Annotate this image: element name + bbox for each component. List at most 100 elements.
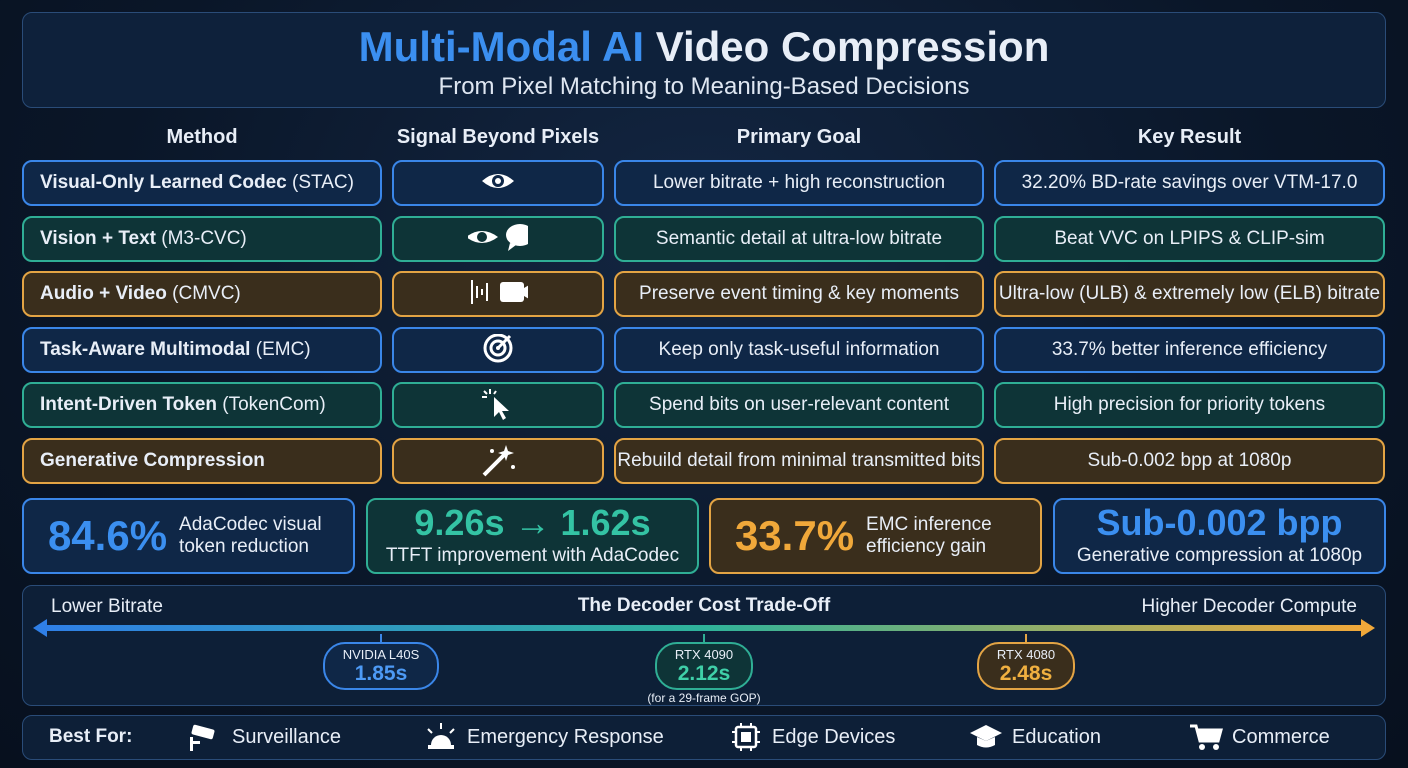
stat-label: AdaCodec visual token reduction [179,514,322,557]
method-cell: Task-Aware Multimodal (EMC) [22,326,382,373]
signal-cell [392,326,604,373]
best-for-icon [427,723,455,749]
tradeoff-right-label: Higher Decoder Compute [1141,596,1357,617]
stat-label: EMC inference efficiency gain [866,514,992,557]
header: Multi-Modal AI Video Compression From Pi… [22,12,1386,108]
stat-value: 33.7% [734,512,855,559]
signal-icon [483,333,513,363]
method-abbr: (CMVC) [172,283,241,305]
goal-cell: Lower bitrate + high reconstruction [614,160,984,206]
best-for-text: Emergency Response [467,725,664,748]
stat-label: TTFT improvement with AdaCodec [385,545,680,566]
signal-cell [392,382,604,429]
best-for-text: Commerce [1232,725,1330,748]
signal-icon [482,174,514,188]
stat-value: Sub-0.002 bpp [1096,502,1343,543]
result-cell: Ultra-low (ULB) & extremely low (ELB) bi… [994,271,1385,318]
signal-cell [392,215,604,262]
stat-card: Sub-0.002 bpp Generative compression at 1… [1053,498,1386,574]
signal-cell [392,438,604,484]
stat-value: 9.26s → 1.62s [414,502,651,543]
column-header: Primary Goal [736,126,862,148]
signal-icon [468,223,528,251]
method-cell: Audio + Video (CMVC) [22,271,382,318]
tradeoff-title: The Decoder Cost Trade-Off [577,595,831,616]
method-abbr: (STAC) [292,172,354,193]
marker-pill: RTX 4080 2.48s [976,642,1076,690]
method-name: Audio + Video [40,283,167,305]
method-abbr: (EMC) [255,338,311,360]
gpu-name: RTX 4080 [996,647,1056,662]
best-for-bar: Best For: Surveillance Emergency Response… [22,715,1386,760]
gpu-time: 2.48s [999,662,1053,685]
gpu-marker: RTX 4090 2.12s (for a 29-frame GOP) [624,634,784,705]
stat-card: 84.6% AdaCodec visual token reduction [22,498,355,574]
method-name: Visual-Only Learned Codec [40,172,287,193]
marker-pill: NVIDIA L40S 1.85s [322,642,440,690]
result-cell: High precision for priority tokens [994,382,1385,429]
method-cell: Intent-Driven Token (TokenCom) [22,382,382,429]
goal-cell: Semantic detail at ultra-low bitrate [614,215,984,262]
gpu-time: 1.85s [354,662,408,685]
gpu-time: 2.12s [677,662,731,685]
stat-label: Generative compression at 1080p [1076,545,1363,566]
method-cell: Vision + Text (M3-CVC) [22,215,382,262]
result-cell: Sub-0.002 bpp at 1080p [994,438,1385,484]
marker-pill: RTX 4090 2.12s [654,642,754,690]
result-cell: Beat VVC on LPIPS & CLIP-sim [994,215,1385,262]
best-for-item: Emergency Response [423,721,664,753]
best-for-label: Best For: [49,726,133,747]
goal-cell: Preserve event timing & key moments [614,271,984,318]
best-for-text: Education [1012,725,1101,748]
marker-stem [1025,634,1027,642]
goal-cell: Spend bits on user-relevant content [614,382,984,429]
best-for-icon [1190,724,1223,750]
gpu-name: RTX 4090 [674,647,734,662]
signal-cell [392,271,604,318]
method-name: Intent-Driven Token [40,394,217,416]
tradeoff-left-label: Lower Bitrate [51,596,163,617]
marker-stem [380,634,382,642]
method-name: Generative Compression [40,450,265,471]
best-for-text: Surveillance [232,725,341,748]
signal-icon [482,445,515,477]
best-for-item: Edge Devices [728,721,895,753]
signal-icon [471,280,528,305]
method-cell: Visual-Only Learned Codec (STAC) [22,160,382,206]
best-for-icon [732,723,760,751]
result-cell: 33.7% better inference efficiency [994,326,1385,373]
result-cell: 32.20% BD-rate savings over VTM-17.0 [994,160,1385,206]
best-for-text: Edge Devices [772,725,896,748]
best-for-item: Commerce [1188,721,1330,753]
gpu-marker: NVIDIA L40S 1.85s [301,634,461,690]
column-header: Method [166,126,238,148]
stat-card: 9.26s → 1.62s TTFT improvement with AdaCo… [366,498,699,574]
stat-value: 84.6% [47,512,168,559]
stat-card: 33.7% EMC inference efficiency gain [709,498,1042,574]
title-highlight: Multi-Modal AI [358,23,645,70]
title-rest: Video Compression [655,23,1050,70]
marker-stem [703,634,705,642]
signal-cell [392,160,604,206]
gpu-name: NVIDIA L40S [342,647,420,662]
gpu-note: (for a 29-frame GOP) [647,691,761,705]
method-abbr: (M3-CVC) [161,227,247,249]
best-for-item: Surveillance [188,721,341,753]
best-for-item: Education [968,721,1101,753]
title: Multi-Modal AI Video Compression [23,23,1385,71]
method-name: Task-Aware Multimodal [40,338,251,360]
method-name: Vision + Text [40,227,156,249]
method-cell: Generative Compression [22,438,382,484]
method-abbr: (TokenCom) [222,394,326,416]
column-header: Signal Beyond Pixels [396,126,600,148]
goal-cell: Keep only task-useful information [614,326,984,373]
gpu-marker: RTX 4080 2.48s [946,634,1106,690]
tradeoff-panel: Lower Bitrate The Decoder Cost Trade-Off… [22,585,1386,706]
subtitle: From Pixel Matching to Meaning-Based Dec… [438,73,970,100]
tradeoff-arrow [33,619,1375,637]
goal-cell: Rebuild detail from minimal transmitted … [614,438,984,484]
signal-icon [482,389,509,421]
best-for-icon [970,725,1002,748]
